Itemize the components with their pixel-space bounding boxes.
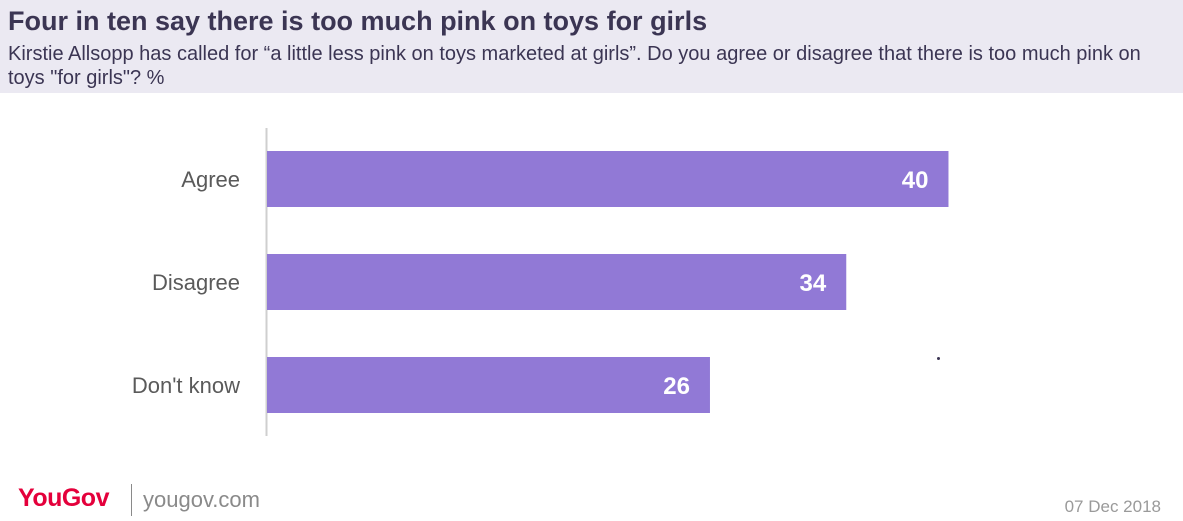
yougov-logo: YouGov bbox=[18, 484, 109, 512]
footer-separator bbox=[131, 484, 132, 516]
footer-date: 07 Dec 2018 bbox=[1064, 497, 1161, 516]
chart-subtitle: Kirstie Allsopp has called for “a little… bbox=[8, 43, 1141, 89]
bar-don-t-know bbox=[267, 357, 710, 413]
value-label: 26 bbox=[663, 373, 690, 400]
header-band: Four in ten say there is too much pink o… bbox=[0, 0, 1183, 93]
bar-disagree bbox=[267, 254, 847, 310]
stray-dot bbox=[937, 357, 940, 360]
category-label: Agree bbox=[181, 167, 240, 192]
bar-agree bbox=[267, 151, 949, 207]
bar-chart: Agree 40 Disagree 34 Don't know 26 bbox=[132, 128, 949, 436]
value-label: 40 bbox=[902, 167, 929, 194]
category-label: Don't know bbox=[132, 373, 240, 398]
footer-site-link[interactable]: yougov.com bbox=[143, 487, 260, 512]
value-label: 34 bbox=[800, 270, 827, 297]
chart-title: Four in ten say there is too much pink o… bbox=[8, 6, 708, 36]
category-label: Disagree bbox=[152, 270, 240, 295]
